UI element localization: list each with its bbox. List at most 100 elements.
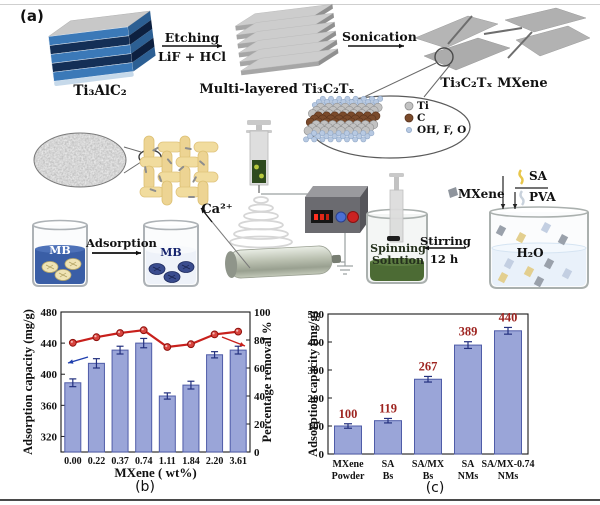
y-tick-right: 20 <box>254 419 266 431</box>
chart-c-adsorption-by-sample: 0100200300400500100MXenePowder119SABs267… <box>306 309 535 482</box>
y-tick: 100 <box>308 421 325 433</box>
legend-ti-label: Ti <box>417 100 429 112</box>
line-marker <box>139 326 148 335</box>
y-tick: 300 <box>308 365 325 377</box>
y-tick-left: 320 <box>41 431 58 443</box>
mb-right-label: MB <box>160 246 182 259</box>
bar <box>206 354 224 453</box>
x-tick-line1: SA/MX-0.74 <box>481 459 534 470</box>
line-marker <box>210 330 219 339</box>
panel-a-label: (a) <box>20 7 44 25</box>
removal-line <box>68 326 243 351</box>
y-tick: 400 <box>308 337 325 349</box>
stirring-label: Stirring <box>420 234 471 248</box>
ti3alc2-stack-illustration <box>48 10 156 86</box>
legend-ohfo-label: OH, F, O <box>417 124 467 136</box>
y-tick-left: 440 <box>41 338 58 350</box>
bar-value-label: 267 <box>419 359 438 373</box>
y-tick-right: 100 <box>254 307 271 319</box>
bar <box>111 349 129 453</box>
x-tick-label: 0.22 <box>88 456 106 467</box>
mxene-flake-icon <box>448 187 458 198</box>
nanofiber-mat-illustration <box>139 135 219 206</box>
bar <box>414 378 442 455</box>
multilayer-stack-illustration <box>235 3 339 76</box>
sa-label: SA <box>529 169 547 183</box>
material-ti3alc2-label: Ti₃AlC₂ <box>73 83 127 99</box>
bars <box>64 337 247 453</box>
bar <box>494 330 522 455</box>
x-tick-line1: SA <box>382 459 396 470</box>
bar <box>135 342 153 453</box>
panel-c-label: (c) <box>425 480 445 496</box>
bar-value-label: 119 <box>379 401 397 415</box>
x-tick-label: 2.20 <box>206 456 224 467</box>
y-axis-title-left: Adsorption capacity (mg/g) <box>21 309 35 455</box>
top-divider <box>0 4 600 5</box>
bar <box>87 362 105 453</box>
h2o-label: H₂O <box>516 246 544 260</box>
line-marker <box>187 340 195 349</box>
x-tick-line1: SA <box>462 459 476 470</box>
x-tick-label: 0.74 <box>135 456 153 467</box>
mb-beaker <box>32 219 88 287</box>
line-marker <box>116 329 124 337</box>
calcium-label: Ca²⁺ <box>201 202 233 217</box>
x-tick-line2: Bs <box>423 471 434 482</box>
atom-lattice <box>303 95 384 143</box>
panel-a-schematic <box>32 3 591 289</box>
bar <box>229 349 247 453</box>
x-tick-label: 0.00 <box>64 456 82 467</box>
legend-ti-atom <box>404 101 414 111</box>
y-tick-left: 360 <box>41 400 58 412</box>
mb-left-label: MB <box>49 244 71 257</box>
plot-frame <box>60 311 251 453</box>
stirring-time-label: 12 h <box>429 252 459 266</box>
blue-button <box>335 211 347 223</box>
y-axis-title-right: Percentage removal % <box>260 321 274 442</box>
bar <box>182 384 200 453</box>
y-tick-right: 60 <box>254 363 266 375</box>
pva-icon <box>519 190 525 206</box>
pva-label: PVA <box>529 190 556 204</box>
line-marker <box>68 338 77 347</box>
bar <box>158 395 176 453</box>
mxene-sheets-illustration <box>361 7 591 99</box>
bar-value-label: 100 <box>339 407 358 421</box>
x-tick-line2: Powder <box>332 471 365 482</box>
legend-c-atom <box>404 113 414 123</box>
spinneret-syringe <box>246 120 272 193</box>
mb-beaker <box>143 219 199 287</box>
ground-symbol <box>337 233 353 275</box>
legend-ohfo-atom <box>405 127 412 134</box>
x-tick-label: 1.84 <box>182 456 200 467</box>
y-axis-title: Adsorption capacity (mg/g) <box>306 311 320 457</box>
chart-b-adsorption-vs-mxene: 320 360 400 440 480 0 20 40 60 80 100 0.00 0.22 0.37 0… <box>21 307 274 480</box>
etching-label: Etching <box>164 30 220 45</box>
mxene-ingredient-label: MXene <box>458 187 505 201</box>
x-tick-line2: Bs <box>383 471 394 482</box>
x-axis-title: MXene ( wt%) <box>114 465 196 480</box>
red-button <box>347 211 359 223</box>
zoom-circle <box>434 47 454 67</box>
adsorption-label: Adsorption <box>86 236 157 250</box>
x-tick-line1: MXene <box>332 459 364 470</box>
material-multilayer-label: Multi-layered Ti₃C₂Tₓ <box>199 82 355 97</box>
bar <box>454 344 482 455</box>
sonication-label: Sonication <box>342 29 417 44</box>
material-mxene-label: Ti₃C₂Tₓ MXene <box>440 76 548 91</box>
y-tick: 0 <box>319 449 325 461</box>
x-tick-label: 0.37 <box>111 456 129 467</box>
mxene-sa-pva-flakes <box>495 222 573 288</box>
y-tick: 200 <box>308 393 325 405</box>
h2o-beaker <box>489 206 589 289</box>
lif-hcl-label: LiF + HCl <box>157 49 227 64</box>
fiber-spiral-illustration <box>229 196 293 249</box>
bar-value-label: 440 <box>499 310 518 324</box>
power-supply-box <box>305 186 368 233</box>
y-tick-right: 0 <box>254 447 260 459</box>
x-tick-label: 1.11 <box>159 456 176 467</box>
x-tick-line1: SA/MX <box>412 459 445 470</box>
line-marker <box>92 333 101 342</box>
